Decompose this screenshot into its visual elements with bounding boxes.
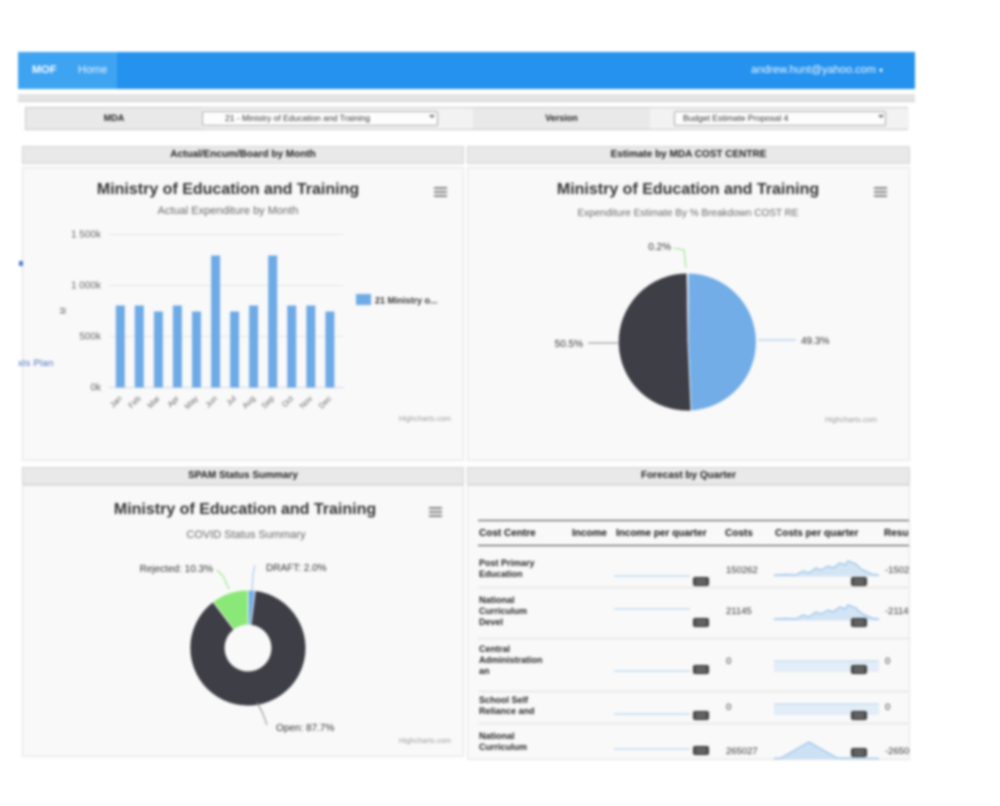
svg-text:Jul: Jul xyxy=(224,394,238,408)
svg-text:Jun: Jun xyxy=(204,394,219,409)
svg-text:Highcharts.com: Highcharts.com xyxy=(399,736,451,745)
svg-text:1 000k: 1 000k xyxy=(71,281,102,292)
svg-text:Highcharts.com: Highcharts.com xyxy=(399,414,451,423)
svg-text:500k: 500k xyxy=(79,332,102,343)
svg-text:1 500k: 1 500k xyxy=(71,230,102,241)
svg-text:Actual Expenditure by Month: Actual Expenditure by Month xyxy=(158,205,299,217)
svg-text:Ministry of Education and Trai: Ministry of Education and Training xyxy=(557,181,819,198)
svg-text:Feb: Feb xyxy=(127,394,144,411)
svg-text:May: May xyxy=(183,394,200,411)
svg-text:Aug: Aug xyxy=(241,394,257,410)
svg-text:Highcharts.com: Highcharts.com xyxy=(825,415,877,424)
svg-text:Ministry of Education and Trai: Ministry of Education and Training xyxy=(114,501,376,518)
svg-text:Nov: Nov xyxy=(298,394,314,410)
svg-text:Oct: Oct xyxy=(280,394,296,410)
svg-text:0k: 0k xyxy=(90,383,102,394)
svg-text:Jan: Jan xyxy=(108,394,123,409)
svg-text:Dec: Dec xyxy=(317,394,333,410)
svg-text:21 Ministry o...: 21 Ministry o... xyxy=(375,296,438,306)
svg-text:Ministry of Education and Trai: Ministry of Education and Training xyxy=(97,181,359,198)
svg-text:50.5%: 50.5% xyxy=(555,339,583,350)
svg-text:0.2%: 0.2% xyxy=(648,242,671,253)
svg-text:Mar: Mar xyxy=(146,394,162,410)
svg-text:Rejected: 10.3%: Rejected: 10.3% xyxy=(140,564,213,575)
svg-text:Apr: Apr xyxy=(166,394,181,409)
svg-text:Open: 87.7%: Open: 87.7% xyxy=(276,723,334,734)
svg-text:M: M xyxy=(59,307,68,314)
svg-text:DRAFT: 2.0%: DRAFT: 2.0% xyxy=(266,563,327,574)
svg-text:Sep: Sep xyxy=(260,394,277,411)
svg-text:COVID Status Summary: COVID Status Summary xyxy=(186,529,306,541)
svg-text:49.3%: 49.3% xyxy=(801,336,829,347)
svg-text:Expenditure Estimate By % Brea: Expenditure Estimate By % Breakdown COST… xyxy=(577,208,798,219)
